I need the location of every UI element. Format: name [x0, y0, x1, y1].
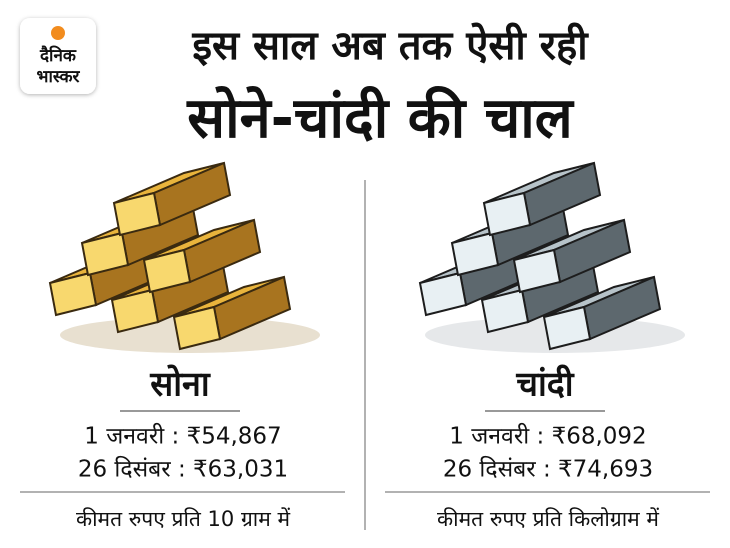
- gold-row: 26 दिसंबर : ₹63,031: [78, 456, 288, 483]
- silver-note: कीमत रुपए प्रति किलोग्राम में: [437, 507, 659, 531]
- logo-box: [20, 18, 96, 94]
- gold-name: सोना: [149, 364, 211, 405]
- title-line1: इस साल अब तक ऐसी रही: [191, 22, 589, 69]
- logo-line1: दैनिक: [39, 45, 77, 66]
- gold-row: 1 जनवरी : ₹54,867: [84, 423, 281, 450]
- gold-bars: [49, 162, 320, 353]
- logo-sun: [51, 26, 65, 40]
- silver-row: 26 दिसंबर : ₹74,693: [443, 456, 653, 483]
- logo-line2: भास्कर: [37, 67, 81, 87]
- silver-name: चांदी: [515, 364, 574, 405]
- silver-bars: [419, 162, 685, 353]
- silver-row: 1 जनवरी : ₹68,092: [449, 423, 646, 450]
- title-line2: सोने-चांदी की चाल: [186, 85, 575, 151]
- gold-note: कीमत रुपए प्रति 10 ग्राम में: [76, 507, 290, 531]
